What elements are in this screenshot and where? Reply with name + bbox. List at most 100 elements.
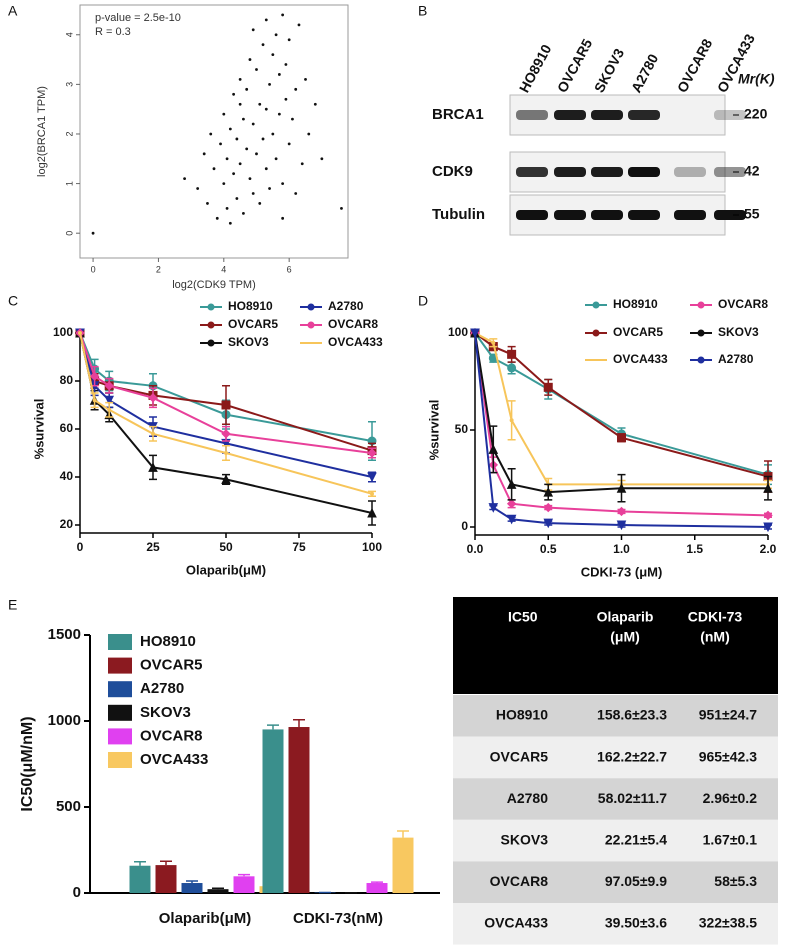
error-bar (397, 830, 409, 838)
point (264, 167, 268, 171)
legend-marker (207, 321, 215, 329)
legend-marker (307, 303, 315, 311)
legend-swatch (108, 657, 132, 674)
band (516, 210, 548, 220)
x-axis-label: Olaparib(μM) (186, 562, 266, 577)
series-line (474, 332, 768, 486)
table-cell: 158.6±23.3 (597, 707, 667, 723)
point (277, 112, 281, 116)
point (255, 152, 258, 156)
marker (616, 506, 627, 517)
y-axis-label: %survival (31, 399, 46, 460)
marker (148, 393, 158, 403)
bar (129, 865, 151, 893)
point (258, 102, 262, 106)
marker (221, 429, 231, 439)
point (277, 73, 281, 76)
table-cell: 58.02±11.7 (598, 790, 667, 806)
point (258, 202, 262, 205)
legend-marker (697, 329, 705, 337)
marker (507, 349, 517, 359)
row-label: Tubulin (432, 206, 485, 223)
marker (488, 444, 499, 454)
table-cell: OVCA433 (484, 915, 548, 931)
series-line (474, 332, 768, 494)
table-cell: 162.2±22.7 (597, 748, 667, 764)
point (235, 197, 239, 200)
y-tick-label: 3 (64, 82, 74, 87)
point (261, 43, 265, 47)
marker (148, 462, 158, 472)
marker (221, 474, 231, 484)
legend-label: OVCA433 (140, 751, 208, 768)
band (591, 110, 623, 120)
bar (233, 876, 255, 893)
series-line (474, 332, 769, 528)
table-cell: 951±24.7 (699, 707, 758, 723)
point (202, 152, 206, 156)
table-cell: OVCAR5 (490, 748, 549, 764)
point (281, 216, 285, 220)
legend-label: OVCA433 (328, 335, 383, 349)
panel-label: A (8, 3, 18, 19)
band (674, 210, 706, 220)
series-line (79, 332, 373, 442)
y-axis-label: IC50(μM/nM) (19, 716, 36, 811)
bar (262, 729, 284, 893)
marker (370, 491, 374, 496)
legend-marker (697, 356, 705, 364)
point (232, 92, 236, 96)
point (225, 206, 229, 210)
bar (288, 727, 310, 893)
x-tick-label: 100 (362, 540, 382, 554)
point (304, 78, 307, 81)
marker (470, 328, 480, 339)
point (307, 132, 311, 136)
point (255, 68, 258, 71)
y-tick-label: 20 (60, 517, 74, 531)
legend-label: OVCAR8 (328, 317, 378, 331)
point (271, 132, 275, 136)
legend-label: HO8910 (613, 297, 658, 311)
point (313, 102, 317, 106)
marker (543, 518, 554, 529)
point (222, 112, 226, 116)
mw-label: 55 (744, 206, 760, 222)
marker (367, 448, 377, 458)
point (242, 117, 245, 121)
bar (392, 837, 414, 893)
x-tick-label: CDKI-73(nM) (293, 910, 383, 927)
mw-label: 220 (744, 106, 768, 122)
marker (221, 400, 231, 410)
marker (617, 433, 626, 443)
legend-label: OVCAR8 (140, 727, 203, 744)
y-tick-label: 0 (461, 519, 468, 533)
legend-swatch (108, 634, 132, 650)
legend-label: HO8910 (228, 299, 273, 313)
table-header: Olaparib (597, 609, 654, 625)
table-cell: 2.96±0.2 (703, 790, 758, 806)
marker (107, 407, 112, 412)
point (268, 187, 271, 190)
marker (104, 395, 115, 406)
error-bar (371, 881, 383, 884)
bar (155, 865, 177, 893)
panel-label: C (8, 293, 18, 309)
y-tick-label: 1 (64, 181, 74, 186)
table-header: IC50 (508, 609, 538, 625)
legend-marker (592, 301, 600, 309)
band (628, 167, 660, 177)
point (238, 78, 242, 81)
marker (104, 381, 114, 391)
point (264, 18, 268, 22)
legend-marker (592, 329, 600, 337)
y-tick-label: 1500 (48, 626, 81, 643)
point (274, 157, 278, 161)
x-tick-label: 0.0 (467, 542, 484, 556)
x-tick-label: 2.0 (760, 542, 777, 556)
point (196, 187, 200, 190)
table-header-bg (453, 597, 778, 694)
band (628, 210, 660, 220)
x-tick-label: 0.5 (540, 542, 557, 556)
legend-marker (697, 301, 705, 309)
